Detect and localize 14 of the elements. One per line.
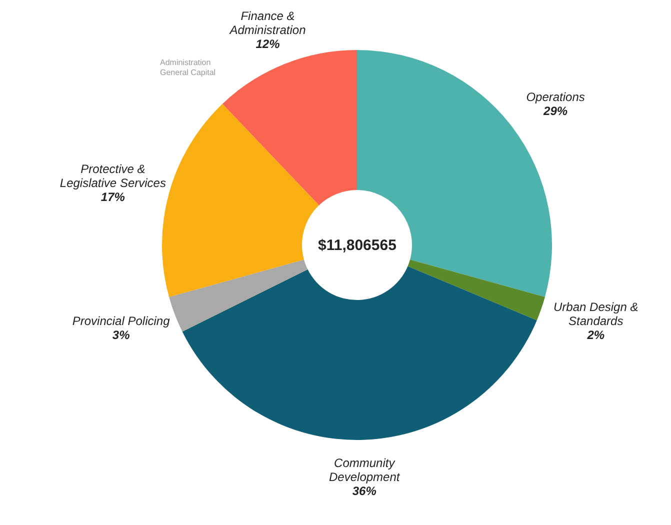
data-label: 29% (542, 104, 569, 118)
text: $11,806565 (318, 236, 396, 254)
slice-label: Operations (526, 90, 585, 104)
data-label: 36% (351, 484, 378, 498)
data-label: 12% (254, 36, 281, 51)
slice-label: Community Development (329, 456, 400, 484)
slice-label: Provincial Policing (72, 314, 170, 328)
text: Administration General Capital (160, 58, 217, 78)
slice-label: Urban Design & Standards (554, 300, 638, 328)
slice-label: Finance & Administration (230, 8, 306, 37)
data-label: 17% (100, 190, 126, 204)
slice-label: Protective & Legislative Services (60, 162, 166, 190)
data-label: 3% (111, 328, 131, 342)
data-label: 2% (586, 328, 606, 342)
